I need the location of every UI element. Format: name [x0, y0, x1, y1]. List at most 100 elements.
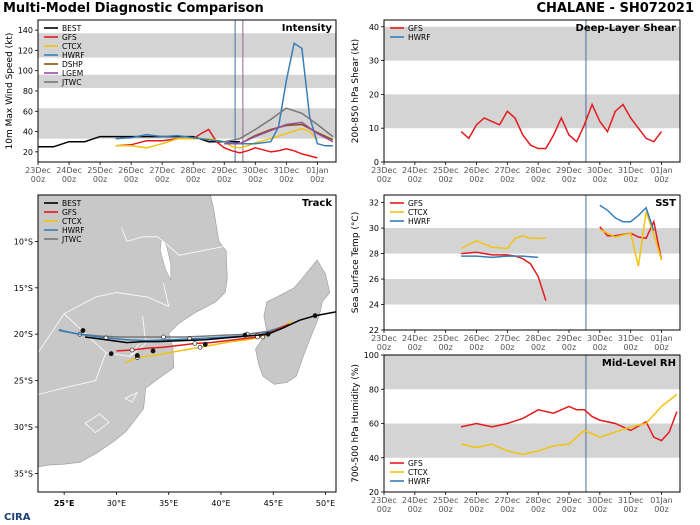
y-tick-label: 20 [369, 488, 379, 497]
x-tick-label: 45°E [264, 499, 283, 508]
legend-label: BEST [62, 24, 82, 33]
series-line-ctcx [115, 127, 318, 149]
x-tick-label: 24Dec [402, 334, 428, 343]
y-tick-label: 30°S [14, 423, 33, 432]
country-border [129, 315, 147, 357]
x-tick-label: 27Dec [149, 166, 175, 175]
madagascar-landmass [255, 259, 331, 385]
y-tick-label: 20 [23, 148, 33, 157]
x-tick-label: 00z [31, 175, 45, 184]
x-tick-label: 01Jan [650, 496, 673, 505]
y-tick-label: 35°S [14, 469, 33, 478]
intensity-panel: 2040608010012014023Dec00z24Dec00z25Dec00… [5, 19, 337, 184]
axes-frame [383, 354, 681, 493]
y-tick-label: 80 [369, 385, 379, 394]
y-tick-label: 100 [364, 351, 379, 360]
x-tick-label: 31Dec [618, 166, 644, 175]
x-tick-label: 31Dec [618, 496, 644, 505]
legend-label: GFS [408, 459, 423, 468]
series-line-gfs [115, 128, 318, 159]
x-tick-label: 00z [654, 343, 668, 352]
best-track-point [108, 351, 114, 357]
series-line-gfs [460, 102, 663, 150]
x-tick-label: 00z [155, 175, 169, 184]
x-tick-label: 00z [62, 175, 76, 184]
track-line-best [85, 311, 336, 344]
y-tick-label: 40 [369, 454, 379, 463]
legend-label: JTWC [61, 78, 81, 87]
x-tick-label: 00z [377, 505, 391, 514]
x-tick-label: 24Dec [402, 166, 428, 175]
legend-label: CTCX [408, 208, 428, 217]
x-tick-label: 00z [654, 505, 668, 514]
track-marker [192, 341, 198, 346]
x-tick-label: 28Dec [525, 496, 551, 505]
x-tick-label: 00z [593, 343, 607, 352]
x-tick-label: 24Dec [402, 496, 428, 505]
rh-panel: 2040608010023Dec00z24Dec00z25Dec00z26Dec… [351, 351, 681, 514]
x-tick-label: 25Dec [433, 334, 459, 343]
series-line-hwrf [599, 204, 655, 231]
y-axis-label: Sea Surface Temp (°C) [351, 212, 361, 313]
best-track-point [134, 353, 140, 358]
x-tick-label: 50°E [316, 499, 335, 508]
x-tick-label: 00z [93, 175, 107, 184]
x-tick-label: 28Dec [525, 334, 551, 343]
x-tick-label: 00z [438, 175, 452, 184]
panel-title: Mid-Level RH [602, 358, 676, 369]
y-axis-label: 700-500 hPa Humidity (%) [351, 364, 361, 483]
y-axis-label: 10m Max Wind Speed (kt) [5, 33, 15, 150]
y-tick-label: 60 [369, 420, 379, 429]
x-tick-label: 00z [469, 505, 483, 514]
axes-frame [37, 194, 337, 493]
y-tick-label: 22 [369, 326, 379, 335]
x-tick-label: 00z [562, 505, 576, 514]
best-track-point [312, 313, 318, 319]
x-tick-label: 40°E [211, 499, 230, 508]
x-tick-label: 25Dec [433, 166, 459, 175]
country-border [116, 283, 170, 308]
best-track-point [202, 342, 208, 347]
y-tick-label: 30 [369, 57, 379, 66]
y-tick-label: 32 [369, 199, 379, 208]
best-track-point [265, 331, 271, 337]
y-tick-label: 10 [369, 124, 379, 133]
x-tick-label: 00z [310, 175, 324, 184]
series-group [460, 393, 678, 456]
x-tick-label: 24Dec [56, 166, 82, 175]
x-tick-label: 28Dec [525, 166, 551, 175]
africa-landmass [38, 195, 228, 468]
x-tick-label: 00z [562, 175, 576, 184]
series-line-gfs [460, 405, 678, 442]
x-tick-label: 00z [217, 175, 231, 184]
x-tick-label: 30Dec [587, 166, 613, 175]
x-tick-label: 30Dec [587, 496, 613, 505]
legend-label: HWRF [408, 217, 431, 226]
legend-label: GFS [408, 199, 423, 208]
legend-label: CTCX [408, 468, 428, 477]
series-line-ctcx [460, 393, 678, 456]
legend-label: GFS [62, 208, 77, 217]
series-line-jtwc [224, 107, 334, 143]
x-tick-label: 27Dec [494, 334, 520, 343]
x-tick-label: 00z [279, 175, 293, 184]
y-tick-label: 30 [369, 224, 379, 233]
axes-frame [383, 19, 681, 163]
x-tick-label: 00z [469, 343, 483, 352]
x-tick-label: 00z [500, 175, 514, 184]
x-tick-label: 30Dec [242, 166, 268, 175]
landmass-group [38, 195, 331, 468]
x-tick-label: 00z [531, 343, 545, 352]
x-tick-label: 01Jan [650, 166, 673, 175]
x-tick-label: 00z [623, 175, 637, 184]
gray-band [384, 26, 680, 61]
country-border [124, 391, 139, 403]
x-tick-label: 00z [377, 343, 391, 352]
track-marker [129, 347, 135, 353]
panel-title: Deep-Layer Shear [576, 23, 677, 34]
best-track-point [150, 348, 156, 354]
legend-label: GFS [408, 24, 423, 33]
figure-title: Multi-Model Diagnostic Comparison [3, 1, 264, 16]
x-tick-label: 00z [593, 505, 607, 514]
legend-label: HWRF [408, 477, 431, 486]
